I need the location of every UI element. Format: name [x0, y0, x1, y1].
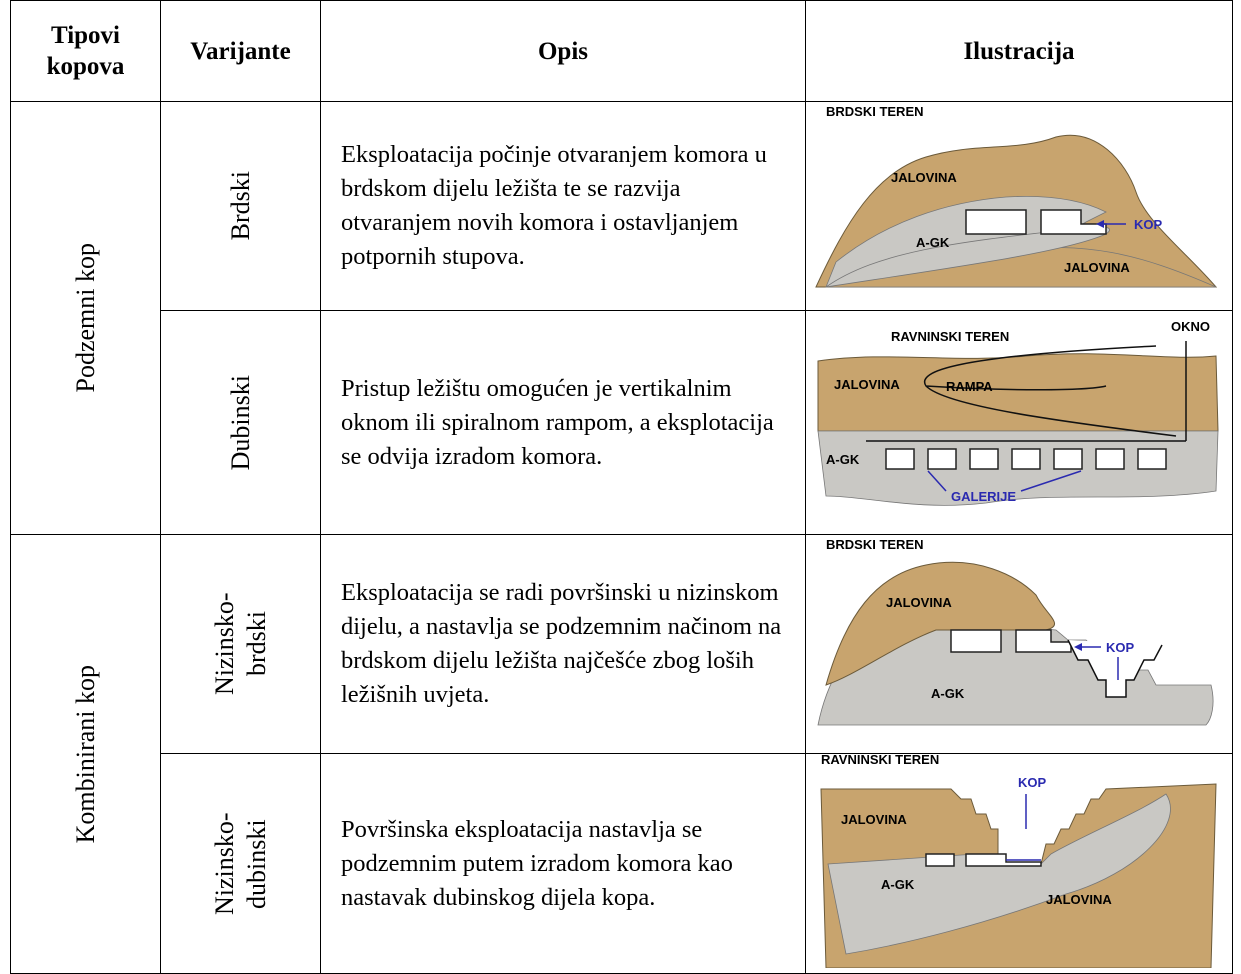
illustration-cell: BRDSKI TEREN JALOVINA A-GK KOP JALOVINA — [805, 101, 1233, 311]
variant-cell: Dubinski — [160, 310, 321, 535]
type: Kombinirani kop — [70, 664, 100, 844]
illustration-title: RAVNINSKI TEREN — [891, 329, 1009, 344]
illustration-label: A-GK — [931, 686, 965, 701]
header-cell: Tipovi kopova — [10, 0, 161, 102]
illustration-label: A-GK — [916, 235, 950, 250]
mining-table: Tipovi kopova Varijante Opis Ilustracija… — [10, 0, 1233, 974]
illustration-label: JALOVINA — [886, 595, 952, 610]
illustration-label: JALOVINA — [1046, 892, 1112, 907]
illustration-cell: RAVNINSKI TEREN KOP JALOVINA A-GK JALOVI… — [805, 752, 1233, 974]
variant: Nizinsko-dubinski — [209, 812, 271, 915]
illustration-label: OKNO — [1171, 319, 1210, 334]
illustration-title: RAVNINSKI TEREN — [821, 754, 939, 767]
description: Eksploatacija počinje otvaranjem komora … — [320, 101, 806, 311]
description: Površinska eksploatacija nastavlja se po… — [320, 753, 806, 974]
illustration-label: KOP — [1106, 640, 1135, 655]
row: Dubinski Pristup ležištu omogućen je ver… — [11, 310, 1233, 535]
header-row: Tipovi kopova Varijante Opis Ilustracija — [10, 0, 1233, 102]
illustration-title: BRDSKI TEREN — [826, 537, 924, 552]
header-cell: Opis — [320, 0, 806, 102]
variant: Brdski — [225, 171, 255, 241]
illustration-label: JALOVINA — [1064, 260, 1130, 275]
variant: Dubinski — [225, 374, 255, 471]
illustration: BRDSKI TEREN JALOVINA KOP A-GK — [817, 537, 1214, 726]
illustration-label: KOP — [1134, 217, 1163, 232]
illustration: RAVNINSKI TEREN KOP JALOVINA A-GK JALOVI… — [820, 752, 1217, 969]
variant: Nizinsko-brdski — [209, 592, 271, 696]
illustration: OKNO RAVNINSKI TEREN JALOVINA RAMPA A-GK… — [817, 319, 1219, 506]
type-cell: Podzemni kop — [10, 101, 161, 535]
row: Podzemni kop Brdski Eksploatacija počinj… — [10, 101, 1233, 535]
description: Eksploatacija se radi površinski u nizin… — [320, 534, 806, 754]
type: Podzemni kop — [70, 243, 100, 393]
illustration-title: BRDSKI TEREN — [826, 104, 924, 119]
illustration-label: RAMPA — [946, 379, 993, 394]
illustration-label: GALERIJE — [951, 489, 1016, 504]
illustration-label: A-GK — [881, 877, 915, 892]
header-cell: Varijante — [160, 0, 321, 102]
illustration-label: KOP — [1018, 775, 1047, 790]
variant-cell: Brdski — [160, 101, 321, 311]
type-cell: Kombinirani kop — [10, 534, 161, 974]
variant-cell: Nizinsko-dubinski — [160, 753, 321, 974]
illustration-cell: OKNO RAVNINSKI TEREN JALOVINA RAMPA A-GK… — [805, 310, 1233, 535]
illustration-label: JALOVINA — [841, 812, 907, 827]
description: Pristup ležištu omogućen je vertikalnim … — [320, 310, 806, 535]
row: Kombinirani kop Nizinsko-brdski Eksploat… — [10, 534, 1233, 974]
illustration-label: JALOVINA — [834, 377, 900, 392]
header-cell: Ilustracija — [805, 0, 1233, 102]
illustration-cell: BRDSKI TEREN JALOVINA KOP A-GK — [805, 534, 1233, 754]
illustration-label: JALOVINA — [891, 170, 957, 185]
variant-cell: Nizinsko-brdski — [160, 534, 321, 754]
illustration-label: A-GK — [826, 452, 860, 467]
row: Nizinsko-dubinski Površinska eksploataci… — [11, 752, 1233, 974]
illustration: BRDSKI TEREN JALOVINA A-GK KOP JALOVINA — [815, 104, 1218, 288]
